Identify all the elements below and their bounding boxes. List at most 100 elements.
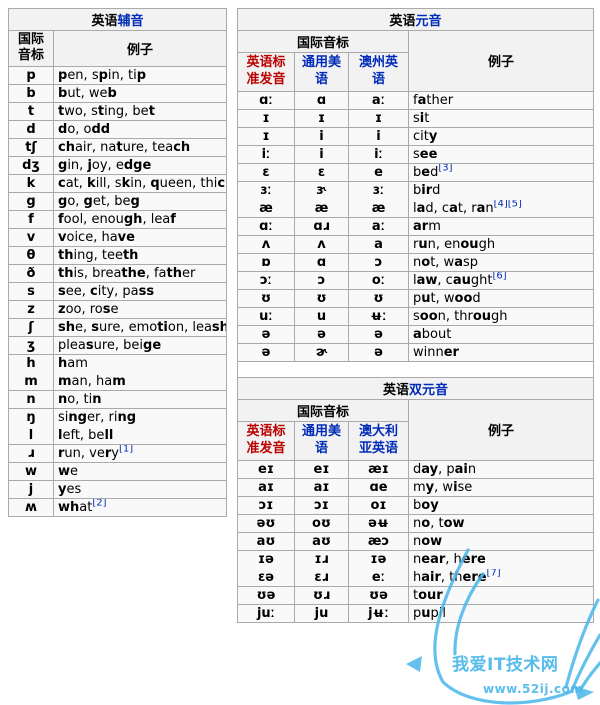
ipa-symbol: dʒ <box>9 156 54 175</box>
example-words: law, caught[6] <box>409 271 595 290</box>
consonant-row: p pen, spin, tip <box>9 66 227 85</box>
diphthongs-ipa-group-row: 国际音标 例子 <box>238 399 595 461</box>
ipa-symbol: ɪ <box>238 127 295 146</box>
ipa-symbol: æ <box>349 199 409 218</box>
ipa-symbol: ɪə <box>349 550 409 569</box>
ipa-symbol: ɑː <box>238 217 295 236</box>
table-spacer <box>238 361 595 378</box>
ref-link[interactable]: [7] <box>486 568 501 579</box>
ref-link[interactable]: [4][5] <box>493 199 522 210</box>
accent-rp-link-2[interactable]: 英语标 准发音 <box>246 423 286 456</box>
ipa-symbol: ʃ <box>9 318 54 337</box>
example-words: but, web <box>54 84 227 103</box>
ref-link[interactable]: [1] <box>118 444 134 455</box>
example-words: pupil <box>409 604 595 623</box>
accent-rp-link[interactable]: 英语标 准发音 <box>246 55 286 87</box>
consonant-row: b but, web <box>9 84 227 103</box>
ipa-symbol: g <box>9 192 54 211</box>
ipa-symbol: ə <box>295 325 349 344</box>
ipa-symbol: b <box>9 84 54 103</box>
ipa-symbol: ɑe <box>349 478 409 497</box>
ipa-symbol: ɪə <box>238 550 295 569</box>
vowels-examples-header: 例子 <box>409 31 595 92</box>
accent-ga: 通用美 语 <box>295 53 349 92</box>
consonant-row: ð this, breathe, father <box>9 264 227 283</box>
ipa-symbol: oː <box>349 271 409 290</box>
ipa-symbol: ŋ <box>9 408 54 427</box>
ipa-symbol: ʊə <box>238 586 295 605</box>
ipa-symbol: ɝ <box>295 181 349 200</box>
ipa-symbol: ɛ <box>295 163 349 182</box>
ipa-symbol: s <box>9 282 54 301</box>
consonant-row: h ham <box>9 354 227 373</box>
diphthongs-examples-header: 例子 <box>409 399 595 461</box>
diphthong-row: juː ju jʉː pupil <box>238 604 595 623</box>
diphthong-row: aʊ aʊ æɔ now <box>238 532 595 551</box>
ipa-symbol: k <box>9 174 54 193</box>
ipa-symbol: ɑ <box>295 91 349 110</box>
diphthong-row: ɪə ɪɹ ɪə near, here <box>238 550 595 569</box>
vowel-row: ɑː ɑɹ aː arm <box>238 217 595 236</box>
ipa-symbol: m <box>9 372 54 391</box>
ipa-symbol: aʊ <box>238 532 295 551</box>
vowels-title: 英语元音 <box>238 9 595 31</box>
ipa-symbol: aɪ <box>238 478 295 497</box>
vowels-title-row: 英语元音 <box>238 9 595 31</box>
example-words: father <box>409 91 595 110</box>
consonant-row: g go, get, beg <box>9 192 227 211</box>
diphthongs-title-row: 英语双元音 <box>238 377 595 400</box>
consonants-title-row: 英语辅音 <box>9 9 227 31</box>
example-words: gin, joy, edge <box>54 156 227 175</box>
consonants-table: 英语辅音 国际 音标 例子 p pen, spin, tip b but, web t t… <box>8 8 227 517</box>
example-words: ham <box>54 354 227 373</box>
diphthongs-title-link[interactable]: 双元音 <box>409 382 449 398</box>
consonant-row: ŋ singer, ring <box>9 408 227 427</box>
ipa-symbol: ɜː <box>349 181 409 200</box>
accent-aue-link[interactable]: 澳州英 语 <box>358 55 398 87</box>
example-words: bed[3] <box>409 163 595 182</box>
ipa-symbol: h <box>9 354 54 373</box>
ipa-symbol: d <box>9 120 54 139</box>
ipa-symbol: n <box>9 390 54 409</box>
ipa-symbol: ʊə <box>349 586 409 605</box>
ipa-symbol: ɪ <box>349 109 409 128</box>
consonant-row: ʍ what[2] <box>9 498 227 517</box>
ref-link[interactable]: [3] <box>438 163 453 174</box>
ipa-symbol: l <box>9 426 54 445</box>
vowel-row: ɪ ɪ ɪ sit <box>238 109 595 128</box>
vowel-row: ə ɚ ə winner <box>238 343 595 362</box>
accent-ga-link[interactable]: 通用美 语 <box>301 55 341 87</box>
ref-link[interactable]: [6] <box>492 271 507 282</box>
example-words: pen, spin, tip <box>54 66 227 85</box>
ipa-symbol: ɑː <box>238 91 295 110</box>
ipa-symbol: θ <box>9 246 54 265</box>
example-words: zoo, rose <box>54 300 227 319</box>
vowels-accent-row: 英语标 准发音 通用美 语 澳州英 语 <box>238 53 594 92</box>
ref-link[interactable]: [2] <box>92 498 107 509</box>
ipa-symbol: ʊ <box>295 289 349 308</box>
example-words: boy <box>409 496 595 515</box>
vowel-row: ɔː ɔ oː law, caught[6] <box>238 271 595 290</box>
ipa-symbol: ju <box>295 604 349 623</box>
ipa-symbol: f <box>9 210 54 229</box>
consonant-row: f fool, enough, leaf <box>9 210 227 229</box>
ipa-symbol: ɑ <box>295 253 349 272</box>
ipa-symbol: æ <box>295 199 349 218</box>
ipa-symbol: e <box>349 163 409 182</box>
ipa-symbol: iː <box>238 145 295 164</box>
ipa-symbol: ɪ <box>238 109 295 128</box>
accent-ga-link-2[interactable]: 通用美 语 <box>301 423 341 456</box>
ipa-symbol: aʊ <box>295 532 349 551</box>
diphthong-row: eɪ eɪ æɪ day, pain <box>238 460 595 479</box>
ipa-symbol: v <box>9 228 54 247</box>
accent-aus-link-2[interactable]: 澳大利 亚英语 <box>358 423 398 456</box>
ipa-symbol: aː <box>349 217 409 236</box>
example-words: do, odd <box>54 120 227 139</box>
consonants-title-link[interactable]: 辅音 <box>117 14 144 29</box>
diphthongs-title: 英语双元音 <box>238 377 595 400</box>
vowel-row: iː i iː see <box>238 145 595 164</box>
vowels-title-link[interactable]: 元音 <box>415 14 442 29</box>
ipa-symbol: eɪ <box>238 460 295 479</box>
vowels-table: 英语元音 国际音标 例子 英语标 准发音 通用美 语 澳州英 语 ɑː ɑ aː fa… <box>237 8 595 623</box>
